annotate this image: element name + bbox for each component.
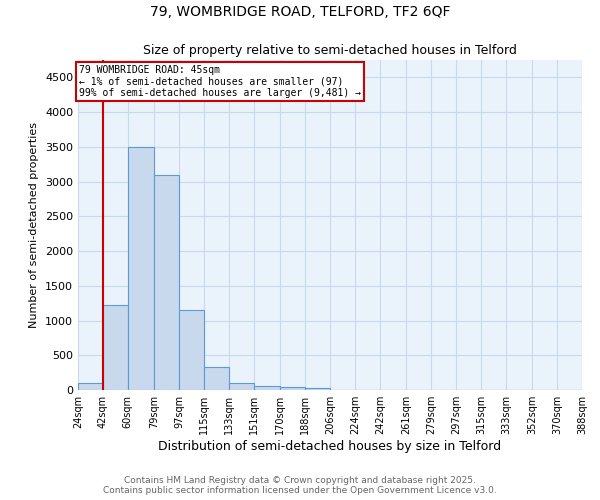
Bar (78, 384, 103, 390)
Text: Contains HM Land Registry data © Crown copyright and database right 2025.
Contai: Contains HM Land Registry data © Crown c… (103, 476, 497, 495)
Text: 79 WOMBRIDGE ROAD: 45sqm
← 1% of semi-detached houses are smaller (97)
99% of se: 79 WOMBRIDGE ROAD: 45sqm ← 1% of semi-de… (79, 65, 361, 98)
Y-axis label: Number of semi-detached properties: Number of semi-detached properties (29, 122, 40, 328)
Bar (179, 310, 204, 390)
Bar (305, 388, 330, 390)
Bar (128, 147, 154, 390)
Text: 79, WOMBRIDGE ROAD, TELFORD, TF2 6QF: 79, WOMBRIDGE ROAD, TELFORD, TF2 6QF (150, 5, 450, 19)
Bar (154, 174, 179, 390)
Bar (229, 383, 254, 390)
Title: Size of property relative to semi-detached houses in Telford: Size of property relative to semi-detach… (143, 44, 517, 58)
Bar (204, 367, 229, 390)
Bar (280, 386, 305, 390)
X-axis label: Distribution of semi-detached houses by size in Telford: Distribution of semi-detached houses by … (158, 440, 502, 453)
Bar (103, 305, 128, 390)
Bar (254, 386, 280, 390)
